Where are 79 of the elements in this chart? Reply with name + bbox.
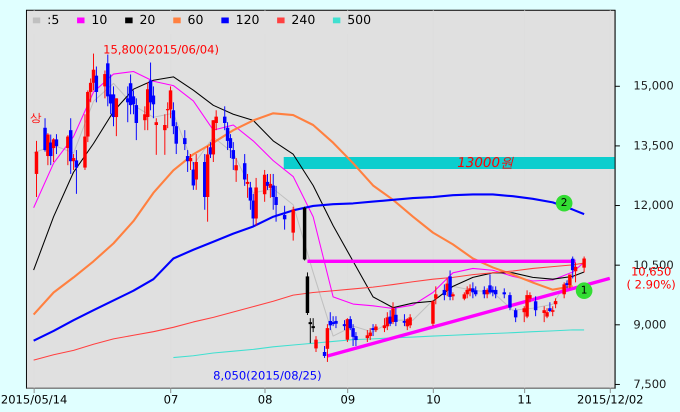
band-label: 13000원 xyxy=(457,156,514,171)
candlestick xyxy=(406,318,410,331)
candlestick xyxy=(554,298,558,309)
candlestick xyxy=(570,256,574,279)
candlestick xyxy=(548,302,552,313)
x-tick-label: 11 xyxy=(517,392,532,407)
annotation: 상 xyxy=(30,110,42,124)
candlestick xyxy=(551,306,554,317)
candlestick xyxy=(568,274,572,289)
y-tick-label: 7,500 xyxy=(633,377,666,392)
candlestick xyxy=(114,98,118,137)
candlestick xyxy=(234,158,238,182)
candlestick xyxy=(94,66,98,103)
y-tick-label: 15,000 xyxy=(633,78,674,93)
candlestick xyxy=(183,130,187,151)
candlestick xyxy=(291,206,295,242)
legend-label: 120 xyxy=(236,12,260,28)
candlestick xyxy=(474,286,478,297)
x-tick-label: 2015/05/14 xyxy=(0,392,68,407)
candlestick xyxy=(502,288,506,299)
candlestick xyxy=(262,169,266,202)
candlestick xyxy=(74,150,78,194)
candlestick xyxy=(394,308,398,327)
candlestick xyxy=(408,314,412,329)
legend-label: 240 xyxy=(291,12,316,28)
candlestick xyxy=(328,312,332,331)
candlestick xyxy=(326,324,330,362)
candlestick xyxy=(192,162,196,190)
candlestick xyxy=(46,132,50,166)
candlestick xyxy=(465,286,469,299)
candlestick xyxy=(54,134,58,155)
annotation: 8,050(2015/08/25) xyxy=(213,368,322,382)
x-tick-label: 09 xyxy=(340,392,356,407)
candlestick xyxy=(194,154,198,190)
candlestick xyxy=(334,316,338,329)
x-tick-label: 07 xyxy=(164,392,178,407)
candlestick xyxy=(268,173,272,198)
candlestick xyxy=(282,205,286,230)
y-tick-label: 12,000 xyxy=(633,198,674,212)
legend-label: 20 xyxy=(139,12,156,28)
candlestick xyxy=(545,308,549,319)
candlestick xyxy=(242,154,246,186)
candlestick xyxy=(574,262,578,283)
annotation: 15,800(2015/06/04) xyxy=(103,42,219,57)
candlestick xyxy=(494,286,498,299)
candlestick xyxy=(368,328,372,341)
candlestick xyxy=(562,282,566,299)
candlestick xyxy=(442,284,446,301)
y-tick-label: 13,500 xyxy=(633,138,674,152)
candlestick xyxy=(448,270,452,301)
candlestick xyxy=(534,296,538,317)
annotation: 1 xyxy=(580,284,588,297)
candlestick xyxy=(525,290,529,319)
annotation: 2 xyxy=(560,197,568,210)
line-series xyxy=(172,329,585,358)
candlestick xyxy=(322,346,326,358)
line-series xyxy=(32,112,574,316)
candlestick xyxy=(72,154,76,170)
legend-label: 10 xyxy=(91,12,108,28)
x-tick-label: 2015/12/02 xyxy=(577,392,644,407)
candlestick xyxy=(246,173,250,198)
x-tick-label: 08 xyxy=(258,392,272,407)
candlestick xyxy=(485,288,489,299)
candlestick xyxy=(346,318,350,343)
candlestick xyxy=(154,118,158,156)
legend-label: 500 xyxy=(347,12,372,28)
candlestick xyxy=(542,306,546,323)
candlestick xyxy=(308,318,312,344)
candlestick xyxy=(386,312,390,331)
legend-label: :5 xyxy=(47,12,60,28)
candlestick xyxy=(49,134,52,166)
legend-label: 60 xyxy=(188,12,204,28)
candlestick xyxy=(508,292,512,311)
candlestick xyxy=(514,308,518,323)
x-tick-label: 10 xyxy=(426,392,441,407)
candlestick xyxy=(582,256,586,273)
y-tick-label: 9,000 xyxy=(633,317,666,332)
candlestick xyxy=(471,282,475,299)
text: ( 2.90%) xyxy=(626,278,676,292)
